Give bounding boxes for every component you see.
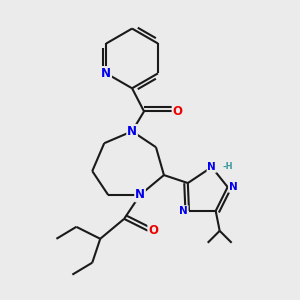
Text: N: N xyxy=(207,162,216,172)
Text: -H: -H xyxy=(223,162,233,171)
Text: N: N xyxy=(101,67,111,80)
Text: N: N xyxy=(229,182,238,192)
Text: N: N xyxy=(179,206,188,216)
Text: O: O xyxy=(148,224,158,237)
Text: N: N xyxy=(135,188,145,202)
Text: O: O xyxy=(172,105,182,118)
Text: N: N xyxy=(127,125,137,138)
